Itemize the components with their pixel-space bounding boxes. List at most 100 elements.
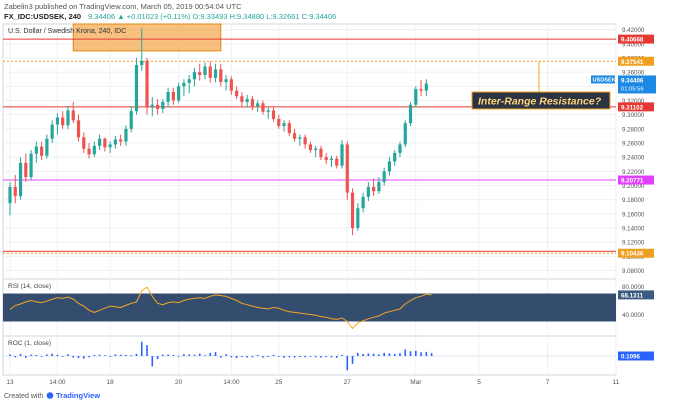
level-tag-inter-range-resistance (618, 56, 654, 66)
roc-bar (367, 353, 370, 356)
candle-body (219, 69, 223, 83)
tradingview-logo-icon (46, 392, 54, 399)
candle-body (424, 83, 428, 91)
candles (8, 28, 428, 236)
candle-body (166, 92, 170, 102)
candle-body (408, 104, 413, 124)
candle-body (419, 89, 423, 91)
roc-bar (409, 351, 412, 356)
candle-body (18, 162, 23, 197)
roc-bar (341, 354, 343, 356)
y-tick-label: 9.08000 (622, 268, 645, 275)
roc-bar (288, 356, 291, 358)
rsi-value-text: 68.1311 (621, 292, 644, 299)
roc-bar (88, 356, 90, 358)
roc-bar (198, 353, 201, 356)
roc-bar (40, 356, 43, 357)
y-tick-label: 9.22000 (622, 169, 645, 176)
candle-body (282, 123, 286, 126)
roc-bar (172, 354, 175, 356)
roc-bar (330, 356, 333, 358)
roc-bar (293, 356, 296, 358)
candle-body (350, 192, 355, 228)
candle-body (377, 181, 381, 192)
roc-label: ROC (1, close) (8, 340, 51, 347)
y-tick-label: 9.20000 (622, 183, 645, 190)
rsi-value-tag (618, 290, 654, 300)
candle-body (240, 96, 244, 102)
roc-bar (130, 355, 133, 357)
candle-body (187, 79, 191, 83)
candle-body (361, 196, 365, 209)
roc-bar (114, 354, 117, 356)
roc-bar (262, 356, 264, 358)
roc-bar (351, 356, 354, 364)
candle-body (314, 148, 318, 151)
roc-bar (162, 354, 164, 356)
x-tick-label: 14:00 (223, 379, 240, 386)
x-tick-label: 5 (477, 379, 481, 386)
roc-bar (388, 353, 391, 356)
roc-bar (77, 356, 80, 359)
roc-bar (72, 356, 75, 358)
y-tick-label: 9.42000 (622, 27, 645, 34)
roc-bar (404, 349, 407, 356)
y-tick-label: 9.26000 (622, 141, 645, 148)
roc-bar (183, 354, 185, 356)
candle-body (298, 137, 302, 139)
y-tick-label: 9.12000 (622, 240, 645, 247)
roc-bar (109, 356, 111, 357)
roc-bar (35, 354, 38, 356)
rsi-indicator (3, 286, 616, 330)
roc-bar (67, 354, 69, 356)
roc-bar (119, 354, 122, 356)
roc-bar (125, 354, 127, 356)
candle-body (29, 153, 33, 177)
chart-title: U.S. Dollar / Swedish Krona, 240, IDC (8, 28, 126, 35)
roc-bar (335, 356, 338, 358)
footer-created-with: Created with (4, 393, 43, 400)
roc-bar (357, 352, 359, 356)
roc-bar (82, 356, 85, 359)
footer-brand[interactable]: TradingView (56, 391, 100, 400)
level-tag-text: 9.37541 (621, 59, 644, 66)
roc-bar (25, 356, 27, 358)
candle-body (124, 128, 128, 142)
roc-bar (146, 345, 148, 356)
candle-body (245, 99, 249, 102)
x-tick-label: 14:00 (49, 379, 66, 386)
candle-body (335, 158, 339, 166)
roc-bar (93, 354, 96, 356)
candle-body (393, 152, 397, 162)
level-tag-support-magenta (618, 175, 654, 185)
roc-bar (299, 356, 301, 358)
roc-bar (346, 356, 349, 371)
y-tick-label: 9.24000 (622, 155, 645, 162)
roc-bar (309, 356, 312, 357)
roc-bar (277, 356, 280, 357)
level-tag-text: 9.40668 (621, 37, 644, 44)
roc-bar (241, 356, 243, 358)
y-tick-label: 9.14000 (622, 226, 645, 233)
rsi-label: RSI (14, close) (8, 283, 51, 290)
roc-bar (156, 356, 159, 360)
candle-body (155, 104, 160, 109)
x-tick-label: Mar (410, 379, 422, 386)
last-price-countdown: 01:05:56 (621, 86, 644, 92)
candle-body (271, 110, 276, 119)
candle-body (71, 110, 75, 121)
y-tick-label: 9.40000 (622, 41, 645, 48)
roc-bar (304, 356, 306, 358)
roc-bar (225, 354, 227, 356)
highlight-box (72, 23, 222, 52)
candle-body (319, 148, 323, 158)
candle-body (303, 137, 307, 145)
x-tick-label: 18 (107, 379, 115, 386)
roc-bar (188, 354, 190, 356)
roc-bar (420, 352, 422, 356)
roc-bar (314, 356, 317, 358)
candle-body (13, 186, 17, 197)
roc-bar (56, 354, 59, 356)
candle-body (150, 104, 154, 108)
